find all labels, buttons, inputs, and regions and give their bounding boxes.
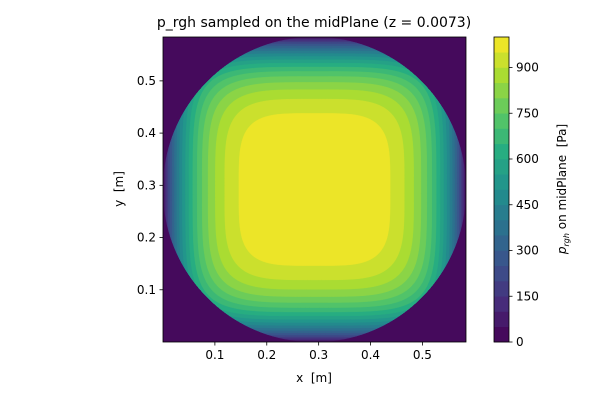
colorbar-tick-label: 750 (516, 106, 539, 120)
colorbar-band (494, 296, 509, 312)
y-axis: 0.1 0.2 0.3 0.4 0.5 (137, 74, 163, 297)
colorbar-band (494, 82, 509, 99)
colorbar-label-subscript: rgh (562, 233, 571, 246)
colorbar-band (494, 174, 509, 190)
colorbar-band (494, 326, 509, 343)
colorbar-tick-label: 0 (516, 335, 524, 349)
colorbar-band (494, 265, 509, 282)
y-tick-label: 0.3 (137, 178, 156, 192)
colorbar-band (494, 204, 509, 221)
plot-frame (162, 36, 467, 343)
colorbar-frame (493, 36, 510, 343)
chart-title: p_rgh sampled on the midPlane (z = 0.007… (157, 15, 471, 31)
colorbar-band (494, 67, 509, 84)
colorbar-axis: 0 150 300 450 600 750 900 (509, 61, 539, 349)
y-tick-label: 0.4 (137, 126, 156, 140)
y-axis-label: y [m] (112, 171, 126, 207)
y-tick-label: 0.2 (137, 231, 156, 245)
colorbar-band (494, 113, 509, 129)
colorbar-band (494, 159, 509, 175)
x-tick-label: 0.1 (205, 348, 224, 362)
colorbar-band (494, 281, 509, 297)
y-tick-label: 0.1 (137, 283, 156, 297)
colorbar-tick-label: 300 (516, 244, 539, 258)
colorbar-tick-label: 600 (516, 152, 539, 166)
colorbar-band (494, 250, 509, 267)
colorbar-band (494, 189, 509, 206)
x-tick-label: 0.4 (361, 348, 380, 362)
x-tick-label: 0.3 (309, 348, 328, 362)
colorbar-band (494, 52, 509, 68)
colorbar-label: prgh on midPlane [Pa] (555, 124, 571, 255)
x-axis-label: x [m] (296, 371, 332, 385)
x-axis: 0.1 0.2 0.3 0.4 0.5 (205, 342, 432, 362)
colorbar-band (494, 37, 509, 53)
colorbar-band (494, 235, 509, 251)
colorbar-tick-label: 450 (516, 198, 539, 212)
colorbar-label-text: on midPlane [Pa] (555, 124, 569, 233)
colorbar-band (494, 220, 509, 236)
colorbar-band (494, 128, 509, 145)
colorbar (494, 37, 509, 343)
colorbar-band (494, 143, 509, 160)
colorbar-band (494, 311, 509, 328)
colorbar-label-symbol: p (555, 246, 569, 255)
plot-area (163, 37, 466, 342)
x-tick-label: 0.2 (257, 348, 276, 362)
colorbar-tick-label: 900 (516, 61, 539, 75)
y-tick-label: 0.5 (137, 74, 156, 88)
colorbar-tick-label: 150 (516, 289, 539, 303)
contour-band (238, 113, 391, 266)
colorbar-band (494, 98, 509, 114)
x-tick-label: 0.5 (413, 348, 432, 362)
